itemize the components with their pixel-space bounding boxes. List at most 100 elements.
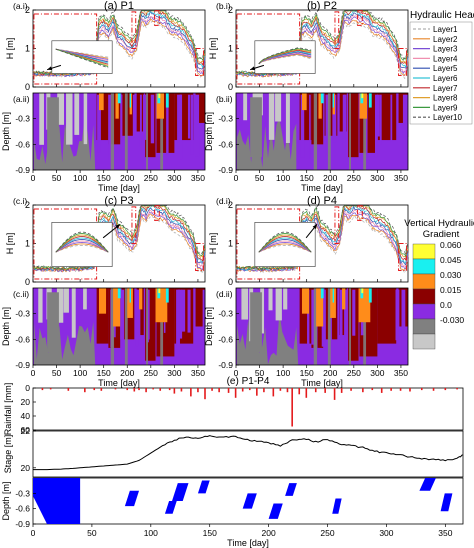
rainfall-ytick-label: 20 — [21, 397, 31, 407]
inset-layer-line — [55, 237, 109, 253]
gradient-gap-stripe — [180, 94, 183, 160]
gradient-xtick-label: 350 — [191, 173, 205, 183]
legend-swatch — [412, 288, 436, 305]
depth-saturation-block — [33, 478, 81, 524]
stage-ytick-label: 22 — [21, 426, 31, 436]
gradient-gap-stripe — [132, 94, 136, 138]
depth-xtick-label: 200 — [262, 528, 276, 538]
rainfall-bar — [159, 388, 162, 391]
rainfall-bar — [399, 388, 402, 391]
gradient-high-block — [96, 288, 109, 344]
gradient-light-streak — [243, 93, 248, 121]
gradient-light-streak — [241, 288, 249, 320]
gradient-xtick-label: 200 — [120, 368, 134, 378]
inset-layer-line — [258, 234, 312, 253]
gradient-gap-stripe — [190, 94, 194, 155]
gradient-negative-strip — [160, 288, 164, 365]
gradient-xlabel: Time [day] — [98, 183, 140, 193]
depth-frame — [32, 477, 464, 525]
panel-label: (d.ii) — [216, 289, 233, 299]
gradient-high-block — [195, 288, 205, 327]
panel-title: (b) P2 — [307, 0, 337, 12]
depth-ytick-label: -0.6 — [15, 504, 30, 514]
gradient-negative-strip — [363, 288, 367, 365]
rainfall-bar — [390, 388, 392, 391]
gradient-gap-stripe — [379, 94, 382, 145]
gradient-mid-block — [330, 288, 336, 318]
gradient-high-block — [121, 93, 135, 136]
gradient-light-streak — [71, 288, 76, 338]
inset-layer-line — [258, 236, 312, 253]
gradient-xtick-label: 300 — [167, 173, 181, 183]
legend-swatch — [412, 243, 436, 260]
gradient-light-streak — [260, 288, 265, 334]
gradient-upper-block — [368, 93, 372, 108]
rainfall-bar — [218, 388, 220, 393]
legend-label: 0.030 — [440, 270, 462, 280]
depth-xtick-label: 350 — [438, 528, 452, 538]
head-ytick-label: 1 — [228, 239, 233, 249]
gradient-gap-stripe — [342, 94, 347, 150]
gradient-gap-stripe — [307, 289, 310, 345]
legend-label: Layer10 — [433, 113, 462, 122]
legend-label: Layer6 — [433, 74, 458, 83]
gradient-gap-stripe — [97, 94, 101, 153]
rainfall-bar — [333, 388, 336, 400]
inset-layer-line — [55, 239, 109, 253]
gradient-xtick-label: 300 — [370, 368, 384, 378]
gradient-xtick-label: 300 — [167, 368, 181, 378]
inset-layer-line — [258, 239, 312, 253]
layer-line-layer7 — [32, 205, 206, 271]
zoom-box-small — [357, 205, 363, 221]
gradient-xtick-label: 50 — [255, 173, 265, 183]
gradient-negative-region — [33, 288, 96, 365]
head-ylabel: H [m] — [208, 38, 218, 60]
inset-layer-line — [258, 47, 312, 65]
gradient-gap-stripe — [300, 94, 305, 158]
gradient-ylabel: Depth [m] — [204, 112, 214, 151]
depth-saturation-block — [440, 493, 453, 512]
inset-layer-line — [258, 244, 312, 253]
panel-title: (a) P1 — [104, 0, 134, 12]
gradient-gap-stripe — [179, 289, 183, 339]
gradient-light-streak — [268, 93, 275, 140]
gradient-xlabel: Time [day] — [98, 378, 140, 388]
gradient-negative-block — [250, 97, 262, 158]
inset-layer-line — [55, 241, 109, 253]
legend-swatch — [412, 258, 436, 275]
rainfall-bar — [362, 388, 364, 393]
depth-xtick-label: 150 — [203, 528, 217, 538]
legend-label: -0.030 — [440, 315, 464, 325]
gradient-light-streak — [275, 93, 282, 122]
gradient-high-block — [311, 93, 324, 145]
gradient-negative-strip — [110, 288, 115, 365]
legend-title: Vertical Hydraulic — [404, 218, 474, 229]
gradient-light-streak — [275, 288, 282, 321]
gradient-negative-region — [236, 93, 297, 170]
gradient-light-streak — [268, 288, 273, 311]
inset-layer-line — [55, 240, 109, 253]
zoom-box-small — [131, 11, 137, 50]
gradient-mid-block — [98, 288, 107, 314]
rainfall-bar — [444, 388, 447, 391]
head-panel-d: 0 1 2(d.i) (d) P4 H [m] — [208, 195, 409, 287]
gradient-negative-strip — [349, 288, 351, 365]
legend-title: Hydraulic Head — [410, 10, 474, 21]
rainfall-bar — [420, 388, 423, 391]
gradient-xtick-label: 200 — [120, 173, 134, 183]
gradient-gap-stripe — [187, 289, 191, 333]
gradient-xtick-label: 0 — [234, 173, 239, 183]
gradient-xtick-label: 150 — [97, 368, 111, 378]
gradient-ylabel: Depth [m] — [1, 307, 11, 346]
gradient-top-block — [361, 93, 364, 99]
gradient-negative-strip — [327, 93, 331, 170]
gradient-gap-stripe — [177, 94, 182, 149]
gradient-gap-stripe — [395, 289, 400, 341]
gradient-upper-block — [368, 288, 372, 303]
legends-group: Hydraulic HeadLayer1Layer2Layer3Layer4La… — [404, 10, 474, 350]
stage-ylabel: Stage [m] — [3, 435, 13, 474]
gradient-upper-block — [320, 93, 324, 104]
bottom-panel-title: (e) P1-P4 — [227, 376, 270, 387]
gradient-light-streak — [83, 93, 88, 145]
rainfall-bar — [256, 388, 258, 396]
